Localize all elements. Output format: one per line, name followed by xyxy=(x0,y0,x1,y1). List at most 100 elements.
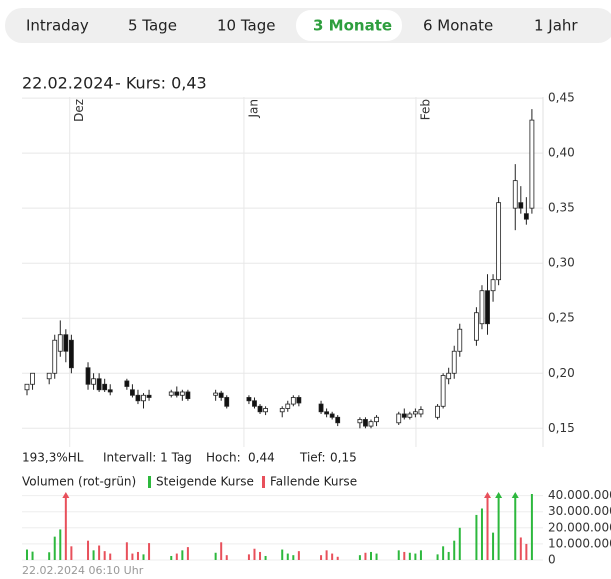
y-tick-label: 0,35 xyxy=(548,201,575,215)
candle-body xyxy=(279,408,285,413)
stat-low: 0,15 xyxy=(330,451,357,465)
volume-bar xyxy=(103,551,106,560)
candle-body xyxy=(440,375,446,407)
volume-bar xyxy=(59,529,62,560)
candle-body xyxy=(91,378,96,385)
candle-body xyxy=(529,119,535,209)
volume-bar xyxy=(259,551,262,560)
volume-bar xyxy=(64,494,67,560)
candle-body xyxy=(435,405,440,418)
volume-overflow-arrow xyxy=(495,492,503,498)
stat-high: 0,44 xyxy=(248,451,275,465)
volume-bar xyxy=(414,553,417,560)
candle-body xyxy=(290,397,296,405)
volume-bar xyxy=(375,553,378,560)
volume-bar xyxy=(369,551,372,560)
volume-tick-label: 40.000.000 xyxy=(548,488,611,502)
volume-bar xyxy=(408,552,411,560)
volume-tick-label: 30.000.000 xyxy=(548,504,611,518)
legend-swatch-rising xyxy=(148,476,151,488)
tab[interactable]: 6 Monate xyxy=(423,17,493,35)
volume-overflow-arrow xyxy=(484,492,492,498)
volume-bar xyxy=(125,542,128,560)
tab-active-bg xyxy=(296,10,402,41)
candle-body xyxy=(179,391,185,396)
legend-swatch-falling xyxy=(262,476,265,488)
candle-body xyxy=(102,383,108,391)
tab[interactable]: 10 Tage xyxy=(217,17,275,35)
volume-bar xyxy=(181,550,184,560)
candle-body xyxy=(168,391,174,396)
candle-body xyxy=(263,408,268,413)
candle-body xyxy=(52,339,58,374)
candle-body xyxy=(213,392,219,396)
volume-bar xyxy=(358,555,361,560)
candle-body xyxy=(224,397,230,407)
volume-bar xyxy=(436,554,439,560)
volume-bar xyxy=(286,553,289,560)
y-tick-label: 0,25 xyxy=(548,311,575,325)
volume-tick-label: 0 xyxy=(548,553,556,567)
volume-tick-label: 10.000.000 xyxy=(548,536,611,550)
candle-body xyxy=(135,394,141,402)
volume-bar xyxy=(281,549,284,560)
y-tick-label: 0,15 xyxy=(548,421,575,435)
volume-bar xyxy=(109,553,112,560)
tab[interactable]: Intraday xyxy=(26,17,89,35)
volume-tick-label: 20.000.000 xyxy=(548,520,611,534)
y-tick-label: 0,20 xyxy=(548,366,575,380)
volume-bar xyxy=(225,555,228,560)
candle-body xyxy=(63,334,69,352)
volume-bar xyxy=(170,555,173,560)
volume-bar xyxy=(486,494,489,560)
volume-bar xyxy=(53,536,56,560)
tab[interactable]: 5 Tage xyxy=(128,17,177,35)
footer-time: 22.02.2024 06:10 Uhr xyxy=(22,564,144,577)
volume-bar xyxy=(70,546,73,560)
volume-bar xyxy=(247,554,250,560)
candle-body xyxy=(457,328,463,352)
candle-body xyxy=(318,403,324,413)
y-tick-label: 0,30 xyxy=(548,256,575,270)
candle-body xyxy=(46,372,52,380)
volume-bar xyxy=(148,543,151,560)
volume-bar xyxy=(25,549,28,560)
candle-body xyxy=(296,397,302,404)
y-tick-label: 0,40 xyxy=(548,146,575,160)
volume-bar xyxy=(264,555,267,560)
volume-bar xyxy=(253,548,256,560)
candle-body xyxy=(357,419,363,424)
stat-range: 193,3%HL xyxy=(22,451,84,465)
x-tick-label: Feb xyxy=(418,99,432,120)
stat-high-label: Hoch: xyxy=(206,451,241,465)
candle-body xyxy=(401,413,407,418)
volume-bar xyxy=(458,527,461,560)
volume-bar xyxy=(336,556,339,560)
candle-body xyxy=(329,413,335,418)
volume-bar xyxy=(480,508,483,560)
volume-bar xyxy=(87,540,90,560)
candle-body xyxy=(218,392,224,398)
volume-bar xyxy=(514,494,517,560)
x-tick-label: Dez xyxy=(72,99,86,122)
candle-body xyxy=(24,383,30,391)
volume-bar xyxy=(492,532,495,560)
volume-bar xyxy=(98,545,101,560)
volume-bar xyxy=(403,551,406,560)
volume-bar xyxy=(131,553,134,560)
tab[interactable]: 3 Monate xyxy=(313,17,392,35)
candle-body xyxy=(57,334,63,352)
volume-bar xyxy=(447,551,450,560)
candle-body xyxy=(485,290,490,325)
volume-bar xyxy=(292,555,295,560)
candle-body xyxy=(246,397,252,402)
volume-bar xyxy=(297,551,300,560)
candle-body xyxy=(490,279,496,292)
candle-body xyxy=(174,391,180,396)
candle-body xyxy=(257,405,263,413)
volume-bar xyxy=(397,550,400,560)
volume-bar xyxy=(214,552,217,560)
candle-body xyxy=(407,413,413,418)
tab[interactable]: 1 Jahr xyxy=(534,17,578,35)
